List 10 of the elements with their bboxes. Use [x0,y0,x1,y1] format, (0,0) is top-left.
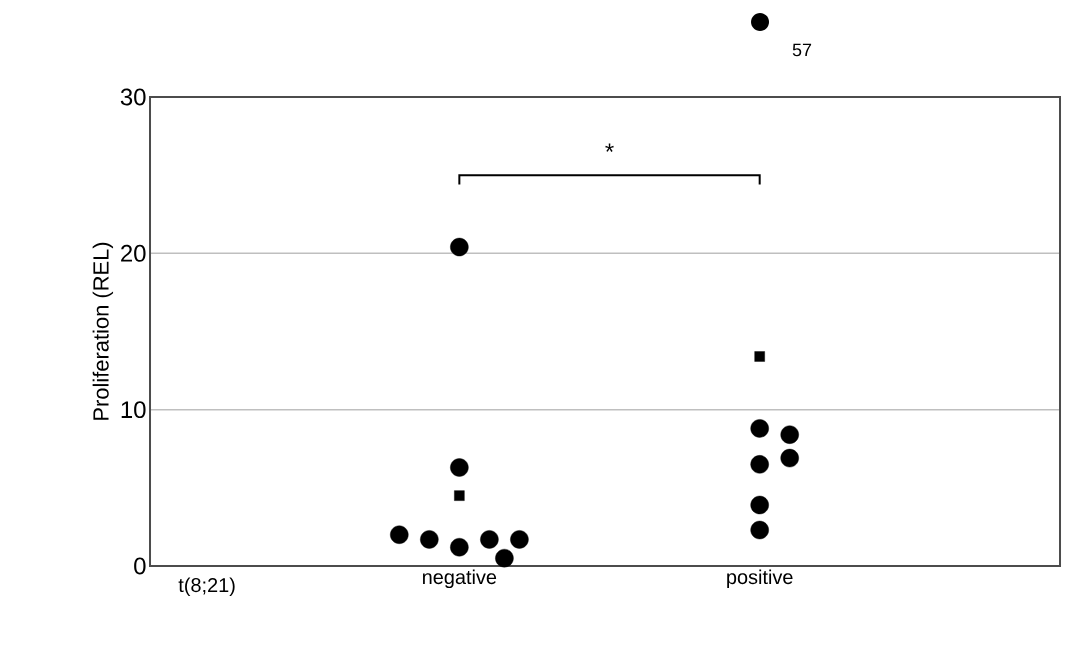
y-tick-label: 20 [121,244,146,262]
annotation: * [605,143,614,152]
y-tick-label: 0 [134,557,146,575]
y-tick-label: 10 [121,401,146,419]
x-axis-title: t(8;21) [178,577,235,597]
x-tick-label: positive [727,569,793,589]
y-axis-title: Proliferation (REL) [92,242,114,420]
y-tick-label: 30 [120,88,146,106]
x-tick-label: negative [423,569,497,589]
text: 57 [792,43,812,57]
